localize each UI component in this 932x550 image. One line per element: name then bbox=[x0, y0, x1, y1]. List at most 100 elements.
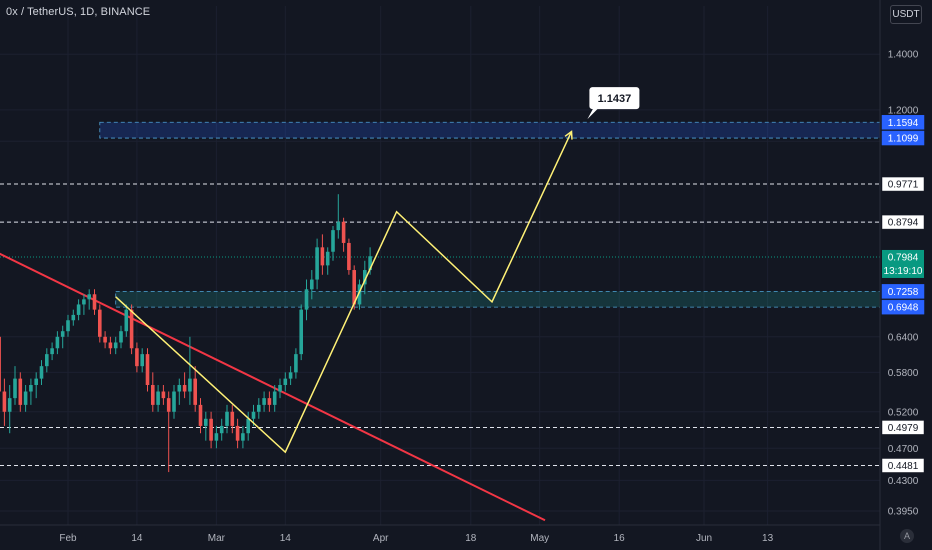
zone-bottom-label: 1.1099 bbox=[888, 134, 919, 145]
candle-body bbox=[310, 279, 314, 290]
level-price-label: 0.9771 bbox=[888, 180, 919, 191]
candle-body bbox=[262, 398, 266, 405]
candle-body bbox=[124, 309, 129, 332]
zone-top-label-bg bbox=[881, 115, 925, 130]
level-price-label: 0.4481 bbox=[888, 461, 919, 472]
x-tick-label: 14 bbox=[131, 533, 143, 544]
candle-body bbox=[71, 314, 76, 321]
candle-body bbox=[352, 270, 356, 305]
level-price-label: 0.4979 bbox=[888, 423, 919, 434]
candle-body bbox=[156, 391, 160, 405]
candle-body bbox=[257, 404, 261, 412]
candle-body bbox=[151, 385, 155, 405]
price-labels-layer: 1.1437 0.9771 0.8794 0.4979 0.4481 1.1594 1.10… bbox=[587, 87, 925, 473]
x-tick-label: Feb bbox=[59, 533, 77, 544]
candle-body bbox=[320, 247, 325, 266]
zone-bottom-label-bg bbox=[881, 299, 925, 315]
candle-body bbox=[214, 433, 219, 441]
candle-body bbox=[135, 348, 139, 367]
candle-body bbox=[182, 385, 187, 392]
level-price-label-bg bbox=[881, 176, 925, 192]
candle-body bbox=[278, 385, 282, 392]
candle-body bbox=[331, 230, 335, 252]
candle-body bbox=[145, 354, 150, 386]
level-price-label-bg bbox=[881, 214, 925, 230]
trendline-layer bbox=[0, 252, 546, 522]
candle-body bbox=[299, 309, 303, 355]
candle-body bbox=[29, 385, 33, 392]
candle-body bbox=[177, 385, 182, 392]
candle-body bbox=[198, 404, 203, 426]
candle-body bbox=[246, 418, 250, 434]
candle-body bbox=[18, 378, 23, 405]
candle-body bbox=[119, 331, 123, 343]
x-tick-label: 14 bbox=[280, 533, 292, 544]
level-price-label-bg bbox=[881, 458, 925, 473]
candle-body bbox=[288, 372, 293, 379]
current-price-label: 0.7984 bbox=[888, 252, 919, 263]
candle-body bbox=[108, 342, 113, 349]
candle-body bbox=[23, 391, 28, 405]
candle-body bbox=[76, 304, 81, 315]
y-tick-label: 0.6400 bbox=[888, 332, 919, 343]
candle-body bbox=[304, 289, 309, 310]
candle-body bbox=[0, 336, 1, 392]
candle-body bbox=[219, 425, 224, 434]
y-tick-label: 1.2000 bbox=[888, 105, 919, 116]
candle-body bbox=[55, 336, 60, 349]
candle-body bbox=[230, 411, 235, 426]
currency-selector[interactable]: USDT bbox=[890, 5, 922, 24]
candle-body bbox=[267, 398, 272, 405]
candle-body bbox=[341, 221, 346, 243]
auto-scale-button[interactable]: A bbox=[900, 529, 914, 543]
candle-body bbox=[225, 411, 229, 426]
y-tick-label: 1.4000 bbox=[888, 50, 919, 61]
zone-bottom-label-bg bbox=[881, 130, 925, 146]
target-callout-tail bbox=[587, 108, 599, 120]
candle-body bbox=[50, 348, 54, 355]
candle-body bbox=[45, 354, 49, 367]
y-tick-label: 0.4300 bbox=[888, 476, 919, 487]
candle-body bbox=[336, 221, 341, 231]
candle-body bbox=[193, 378, 197, 405]
candle-body bbox=[251, 411, 256, 419]
y-tick-label: 0.5200 bbox=[888, 407, 919, 418]
candle-body bbox=[7, 398, 12, 412]
x-tick-label: Jun bbox=[696, 533, 712, 544]
candle-body bbox=[241, 433, 245, 441]
candle-body bbox=[294, 354, 298, 373]
target-callout-label: 1.1437 bbox=[598, 93, 632, 105]
x-tick-label: Mar bbox=[208, 533, 226, 544]
grid bbox=[0, 6, 880, 525]
candle-body bbox=[34, 378, 38, 386]
candle-body bbox=[82, 299, 86, 305]
candle-body bbox=[103, 336, 107, 343]
x-tick-label: Apr bbox=[373, 533, 389, 544]
candle-body bbox=[283, 378, 288, 386]
candles-layer bbox=[0, 194, 372, 473]
candle-body bbox=[113, 342, 118, 349]
candle-body bbox=[204, 418, 208, 426]
candle-body bbox=[140, 354, 144, 367]
candle-body bbox=[92, 294, 97, 310]
candle-body bbox=[129, 309, 134, 349]
candle-body bbox=[60, 331, 65, 337]
candle-body bbox=[2, 391, 7, 412]
candle-body bbox=[325, 251, 330, 266]
projection-arrowhead bbox=[564, 130, 573, 140]
candle-body bbox=[98, 309, 102, 337]
candle-body bbox=[13, 378, 17, 399]
candle-body bbox=[357, 284, 362, 305]
candle-body bbox=[235, 425, 240, 441]
target-callout-box bbox=[589, 87, 640, 110]
x-tick-label: 13 bbox=[762, 533, 774, 544]
x-tick-label: 16 bbox=[614, 533, 626, 544]
candle-body bbox=[368, 256, 372, 271]
chart-title: 0x / TetherUS, 1D, BINANCE bbox=[6, 6, 151, 18]
candle-body bbox=[363, 270, 367, 285]
candle-body bbox=[66, 320, 70, 332]
zone-rect bbox=[99, 121, 881, 139]
zone-bottom-label: 0.6948 bbox=[888, 303, 919, 314]
